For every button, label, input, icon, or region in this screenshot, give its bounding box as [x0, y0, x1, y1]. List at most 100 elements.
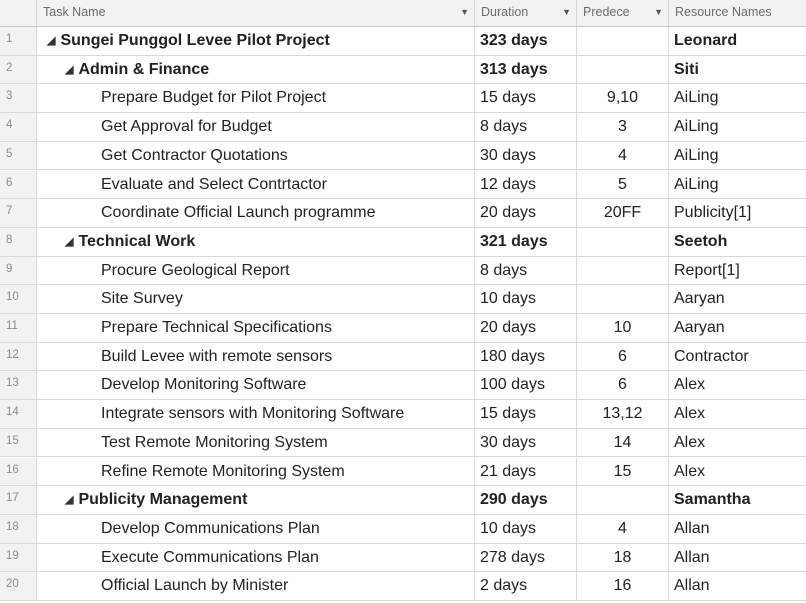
- duration-cell[interactable]: 15 days: [475, 84, 577, 114]
- task-name-cell[interactable]: Prepare Budget for Pilot Project: [37, 84, 475, 114]
- resource-names-cell[interactable]: AiLing: [669, 142, 806, 171]
- predecessors-cell[interactable]: 4: [577, 514, 669, 544]
- row-number[interactable]: 4: [0, 113, 37, 142]
- task-name-cell[interactable]: Refine Remote Monitoring System: [37, 457, 475, 487]
- duration-cell[interactable]: 290 days: [475, 486, 577, 515]
- resource-names-cell[interactable]: Aaryan: [669, 314, 806, 343]
- table-row[interactable]: 14 Integrate sensors with Monitoring Soft…: [0, 400, 806, 429]
- task-name-cell[interactable]: Build Levee with remote sensors: [37, 342, 475, 372]
- task-name-cell[interactable]: Site Survey: [37, 285, 475, 314]
- predecessors-cell[interactable]: 16: [577, 572, 669, 601]
- row-number[interactable]: 20: [0, 572, 37, 601]
- duration-cell[interactable]: 20 days: [475, 314, 577, 343]
- table-row[interactable]: 9 Procure Geological Report 8 days Report[1…: [0, 256, 806, 286]
- resource-names-cell[interactable]: AiLing: [669, 84, 806, 114]
- duration-cell[interactable]: 30 days: [475, 428, 577, 458]
- table-row[interactable]: 3 Prepare Budget for Pilot Project 15 days…: [0, 84, 806, 114]
- row-number[interactable]: 3: [0, 84, 37, 114]
- table-row[interactable]: 20 Official Launch by Minister 2 days 16 All…: [0, 572, 806, 601]
- predecessors-cell[interactable]: 18: [577, 543, 669, 573]
- resource-names-cell[interactable]: Allan: [669, 544, 806, 573]
- predecessors-cell[interactable]: 9,10: [577, 84, 669, 114]
- collapse-triangle-icon[interactable]: ◢: [65, 63, 74, 76]
- predecessors-cell[interactable]: 5: [577, 170, 669, 200]
- predecessors-cell[interactable]: [577, 227, 669, 257]
- duration-cell[interactable]: 15 days: [475, 400, 577, 429]
- table-row[interactable]: 17 ◢ Publicity Management 290 days Samantha: [0, 486, 806, 515]
- row-number[interactable]: 17: [0, 486, 37, 515]
- table-row[interactable]: 5 Get Contractor Quotations 30 days 4 AiLing: [0, 141, 806, 171]
- predecessors-cell[interactable]: 13,12: [577, 400, 669, 429]
- column-header-predecessors[interactable]: Predece ▼: [577, 0, 669, 26]
- predecessors-cell[interactable]: 6: [577, 342, 669, 372]
- task-name-cell[interactable]: ◢ Technical Work: [37, 227, 475, 257]
- duration-cell[interactable]: 2 days: [475, 572, 577, 601]
- row-number[interactable]: 13: [0, 371, 37, 401]
- table-row[interactable]: 1 ◢ Sungei Punggol Levee Pilot Project 323 …: [0, 27, 806, 56]
- predecessors-cell[interactable]: 6: [577, 371, 669, 401]
- table-row[interactable]: 13 Develop Monitoring Software 100 days 6 Al…: [0, 371, 806, 401]
- table-row[interactable]: 11 Prepare Technical Specifications 20 day…: [0, 314, 806, 343]
- predecessors-cell[interactable]: [577, 55, 669, 85]
- predecessors-cell[interactable]: 14: [577, 428, 669, 458]
- predecessors-cell[interactable]: 20FF: [577, 199, 669, 228]
- resource-names-cell[interactable]: Publicity[1]: [669, 199, 806, 228]
- duration-cell[interactable]: 278 days: [475, 543, 577, 573]
- table-row[interactable]: 6 Evaluate and Select Contrtactor 12 days 5…: [0, 170, 806, 200]
- predecessors-cell[interactable]: [577, 256, 669, 286]
- row-number[interactable]: 16: [0, 457, 37, 487]
- resource-names-cell[interactable]: Samantha: [669, 486, 806, 515]
- duration-cell[interactable]: 8 days: [475, 113, 577, 142]
- predecessors-cell[interactable]: 15: [577, 457, 669, 487]
- row-number[interactable]: 14: [0, 400, 37, 429]
- duration-cell[interactable]: 10 days: [475, 514, 577, 544]
- row-number[interactable]: 6: [0, 170, 37, 200]
- resource-names-cell[interactable]: Leonard: [669, 27, 806, 56]
- duration-cell[interactable]: 12 days: [475, 170, 577, 200]
- duration-cell[interactable]: 10 days: [475, 285, 577, 314]
- table-row[interactable]: 7 Coordinate Official Launch programme 20 …: [0, 199, 806, 228]
- column-header-resource-names[interactable]: Resource Names: [669, 0, 806, 26]
- row-number[interactable]: 2: [0, 55, 37, 85]
- column-header-duration[interactable]: Duration ▼: [475, 0, 577, 26]
- row-number-header[interactable]: [0, 0, 37, 26]
- collapse-triangle-icon[interactable]: ◢: [47, 35, 56, 47]
- predecessors-cell[interactable]: 4: [577, 141, 669, 171]
- row-number[interactable]: 7: [0, 199, 37, 228]
- duration-cell[interactable]: 30 days: [475, 141, 577, 171]
- dropdown-arrow-icon[interactable]: ▼: [562, 7, 571, 17]
- predecessors-cell[interactable]: 10: [577, 314, 669, 343]
- resource-names-cell[interactable]: Report[1]: [669, 257, 806, 286]
- task-name-cell[interactable]: Evaluate and Select Contrtactor: [37, 170, 475, 200]
- dropdown-arrow-icon[interactable]: ▼: [460, 7, 469, 17]
- duration-cell[interactable]: 100 days: [475, 371, 577, 401]
- resource-names-cell[interactable]: Alex: [669, 429, 806, 458]
- task-name-cell[interactable]: Integrate sensors with Monitoring Softwa…: [37, 400, 475, 429]
- task-name-cell[interactable]: ◢ Publicity Management: [37, 486, 475, 515]
- predecessors-cell[interactable]: [577, 285, 669, 314]
- table-row[interactable]: 4 Get Approval for Budget 8 days 3 AiLing: [0, 113, 806, 142]
- resource-names-cell[interactable]: Alex: [669, 400, 806, 429]
- task-name-cell[interactable]: Develop Communications Plan: [37, 514, 475, 544]
- row-number[interactable]: 19: [0, 543, 37, 573]
- task-name-cell[interactable]: Execute Communications Plan: [37, 543, 475, 573]
- resource-names-cell[interactable]: Aaryan: [669, 285, 806, 314]
- predecessors-cell[interactable]: [577, 27, 669, 56]
- collapse-triangle-icon[interactable]: ◢: [65, 235, 74, 248]
- resource-names-cell[interactable]: AiLing: [669, 171, 806, 200]
- table-row[interactable]: 18 Develop Communications Plan 10 days 4 All…: [0, 514, 806, 544]
- duration-cell[interactable]: 323 days: [475, 27, 577, 56]
- table-row[interactable]: 15 Test Remote Monitoring System 30 days 14…: [0, 428, 806, 458]
- resource-names-cell[interactable]: Seetoh: [669, 228, 806, 257]
- row-number[interactable]: 10: [0, 285, 37, 314]
- table-row[interactable]: 10 Site Survey 10 days Aaryan: [0, 285, 806, 314]
- task-name-cell[interactable]: ◢ Admin & Finance: [37, 55, 475, 85]
- column-header-task-name[interactable]: Task Name ▼: [37, 0, 475, 26]
- table-row[interactable]: 2 ◢ Admin & Finance 313 days Siti: [0, 55, 806, 85]
- duration-cell[interactable]: 21 days: [475, 457, 577, 487]
- task-name-cell[interactable]: Procure Geological Report: [37, 256, 475, 286]
- resource-names-cell[interactable]: Alex: [669, 371, 806, 401]
- task-name-cell[interactable]: Official Launch by Minister: [37, 572, 475, 601]
- row-number[interactable]: 1: [0, 27, 37, 56]
- resource-names-cell[interactable]: Alex: [669, 458, 806, 487]
